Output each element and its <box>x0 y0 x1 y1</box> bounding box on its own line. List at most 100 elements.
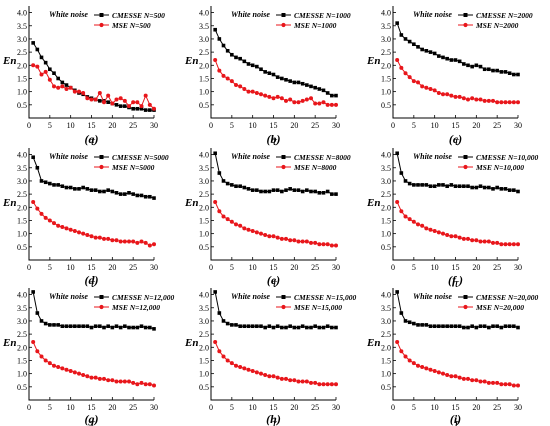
data-point-cmesse <box>470 64 474 69</box>
data-point-mse <box>118 379 123 384</box>
x-tick-label: 25 <box>129 403 137 412</box>
data-point-mse <box>424 366 429 371</box>
data-point-cmesse <box>424 49 429 53</box>
legend-entry: CMESSE N=500 <box>112 11 165 20</box>
data-point-mse <box>329 382 334 387</box>
data-point-cmesse <box>93 324 98 329</box>
data-point-cmesse <box>280 189 284 194</box>
data-point-mse <box>441 371 445 376</box>
data-point-cmesse <box>462 325 466 330</box>
y-tick-label: 1.0 <box>381 88 391 97</box>
data-point-mse <box>85 374 90 379</box>
data-point-mse <box>147 243 152 248</box>
legend-marker-circle <box>99 164 104 170</box>
data-point-cmesse <box>60 184 65 189</box>
x-axis-label: τ <box>454 133 460 148</box>
data-point-cmesse <box>441 55 445 60</box>
data-point-cmesse <box>321 88 326 93</box>
data-point-cmesse <box>309 84 313 89</box>
data-point-cmesse <box>60 324 65 329</box>
data-point-cmesse <box>403 179 408 183</box>
data-point-cmesse <box>499 70 504 74</box>
data-point-cmesse <box>148 194 152 199</box>
y-tick-label: 1.0 <box>17 230 27 239</box>
data-point-cmesse <box>98 189 102 194</box>
data-point-cmesse <box>85 324 90 329</box>
y-axis-label: En <box>184 337 198 349</box>
data-point-mse <box>288 378 293 383</box>
data-point-cmesse <box>131 192 135 196</box>
data-point-mse <box>329 243 334 248</box>
data-point-cmesse <box>395 21 399 25</box>
data-point-mse <box>254 230 259 235</box>
data-point-mse <box>449 374 454 379</box>
data-point-mse <box>296 100 301 105</box>
data-point-cmesse <box>499 187 504 191</box>
data-point-mse <box>242 87 247 92</box>
data-point-mse <box>474 97 479 102</box>
x-tick-label: 30 <box>150 403 158 412</box>
data-point-mse <box>102 100 106 105</box>
data-point-mse <box>495 240 500 245</box>
data-point-cmesse <box>474 185 479 190</box>
data-point-cmesse <box>495 68 499 73</box>
data-point-mse <box>432 88 437 93</box>
x-tick-label: 0 <box>391 403 395 412</box>
data-point-mse <box>466 376 470 381</box>
data-point-cmesse <box>221 179 226 183</box>
data-point-mse <box>225 217 230 222</box>
data-point-mse <box>267 374 272 379</box>
data-point-mse <box>416 80 420 85</box>
panel-label: (g) <box>85 412 99 426</box>
y-axis-label: En <box>2 55 16 67</box>
data-point-cmesse <box>445 184 449 189</box>
data-point-mse <box>436 90 441 95</box>
data-point-cmesse <box>462 62 466 66</box>
data-point-cmesse <box>213 27 217 32</box>
data-point-mse <box>511 242 516 247</box>
legend-marker-circle <box>281 22 286 28</box>
data-point-cmesse <box>234 323 238 327</box>
x-tick-label: 5 <box>48 121 52 130</box>
data-point-mse <box>35 64 40 69</box>
data-point-cmesse <box>238 56 242 61</box>
y-tick-label: 2.0 <box>381 203 391 212</box>
data-point-mse <box>77 230 81 235</box>
data-point-cmesse <box>305 325 309 330</box>
data-point-cmesse <box>35 47 40 52</box>
data-point-mse <box>77 371 81 376</box>
data-point-mse <box>56 223 61 228</box>
data-point-cmesse <box>31 41 35 45</box>
x-tick-label: 15 <box>88 403 96 412</box>
data-point-mse <box>225 76 230 81</box>
data-point-mse <box>395 58 400 63</box>
data-point-cmesse <box>317 87 322 91</box>
x-axis-label: τ <box>90 415 96 426</box>
data-point-cmesse <box>491 324 495 329</box>
data-point-cmesse <box>114 324 119 329</box>
panel-label: (i) <box>450 412 461 426</box>
y-tick-label: 4.0 <box>199 9 209 18</box>
data-point-cmesse <box>73 187 77 191</box>
x-tick-label: 10 <box>67 121 75 130</box>
data-point-cmesse <box>437 183 441 187</box>
data-point-mse <box>234 83 238 88</box>
y-tick-label: 4.0 <box>381 9 391 18</box>
subplot-5: 0.5 1.0 1.5 2.0 2.5 3.0 3.5 4.0 0 5 10 15 20 25 30 En τ(… <box>184 148 351 290</box>
data-point-cmesse <box>478 184 483 189</box>
data-point-mse <box>325 102 330 107</box>
data-point-mse <box>139 104 144 109</box>
y-tick-label: 0.5 <box>17 101 27 110</box>
data-point-mse <box>143 382 148 387</box>
data-point-mse <box>300 379 305 384</box>
y-tick-label: 2.0 <box>17 61 27 70</box>
data-point-cmesse <box>395 151 399 156</box>
data-point-mse <box>217 209 222 214</box>
data-point-mse <box>284 376 288 381</box>
data-point-mse <box>110 101 115 106</box>
noise-annotation: White noise <box>231 292 270 301</box>
data-point-mse <box>304 97 309 102</box>
data-point-mse <box>424 85 429 90</box>
data-point-cmesse <box>441 183 445 187</box>
data-point-cmesse <box>432 51 437 56</box>
